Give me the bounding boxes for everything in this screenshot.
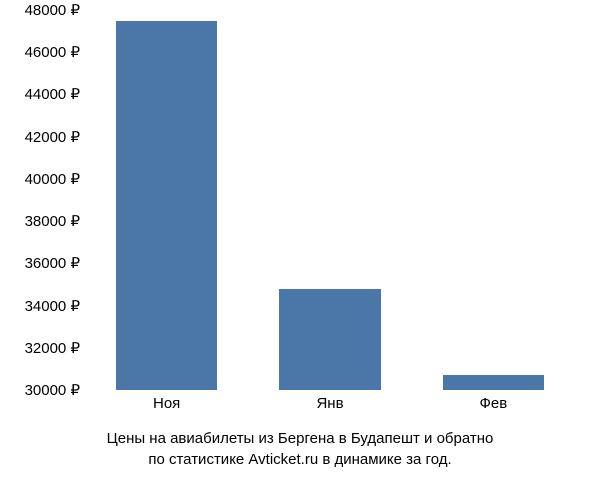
price-bar [443,375,544,390]
y-tick-label: 44000 ₽ [25,85,80,103]
caption-line-2: по статистике Avticket.ru в динамике за … [0,449,600,470]
y-tick-label: 46000 ₽ [25,43,80,61]
y-tick-label: 48000 ₽ [25,1,80,19]
y-tick-label: 36000 ₽ [25,254,80,272]
plot-area [85,10,575,390]
price-bar [116,21,217,390]
x-tick-label: Янв [316,395,343,412]
y-tick-label: 34000 ₽ [25,297,80,315]
y-tick-label: 40000 ₽ [25,170,80,188]
y-tick-label: 30000 ₽ [25,381,80,399]
chart-caption: Цены на авиабилеты из Бергена в Будапешт… [0,428,600,470]
caption-line-1: Цены на авиабилеты из Бергена в Будапешт… [0,428,600,449]
x-axis: Ноя Янв Фев [85,395,575,420]
y-tick-label: 42000 ₽ [25,128,80,146]
price-bar [279,289,380,390]
y-tick-label: 38000 ₽ [25,212,80,230]
y-axis: 30000 ₽32000 ₽34000 ₽36000 ₽38000 ₽40000… [5,10,80,390]
x-tick-label: Ноя [153,395,180,412]
price-bar-chart: 30000 ₽32000 ₽34000 ₽36000 ₽38000 ₽40000… [85,10,575,390]
x-tick-label: Фев [479,395,507,412]
y-tick-label: 32000 ₽ [25,339,80,357]
